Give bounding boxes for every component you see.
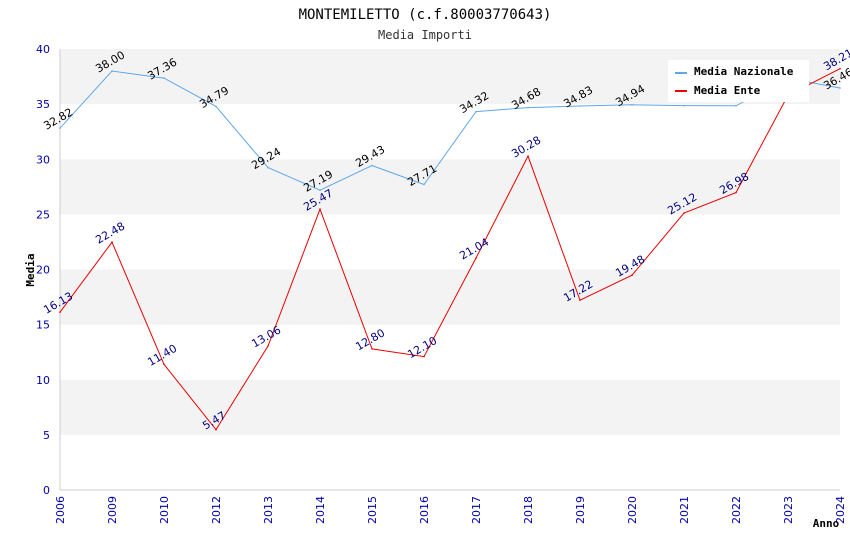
data-point: [839, 67, 841, 70]
data-point: [111, 70, 113, 72]
data-point: [735, 191, 737, 194]
x-tick-label: 2023: [782, 496, 795, 524]
data-point: [527, 106, 529, 109]
x-tick-label: 2018: [522, 496, 535, 524]
data-point: [423, 355, 425, 358]
data-point: [267, 166, 269, 169]
data-point: [683, 104, 685, 107]
y-tick-label: 10: [36, 374, 50, 387]
data-point: [475, 257, 477, 259]
data-point: [683, 212, 685, 214]
y-axis-ticks: 0 5 10 15 20 25 30 35 40: [36, 43, 50, 497]
chart-title: MONTEMILETTO (c.f.80003770643): [299, 7, 552, 23]
legend-label-ente: Media Ente: [694, 84, 761, 97]
data-point: [163, 363, 165, 366]
data-point: [735, 104, 737, 107]
series-lines: [59, 67, 841, 431]
data-point: [59, 311, 61, 313]
legend: Media Nazionale Media Ente: [668, 60, 809, 102]
data-point: [319, 208, 321, 210]
x-tick-label: 2013: [262, 496, 275, 524]
y-tick-label: 25: [36, 208, 50, 221]
x-tick-label: 2019: [574, 496, 587, 524]
x-tick-label: 2024: [834, 496, 847, 524]
data-point: [59, 127, 61, 129]
y-tick-label: 40: [36, 43, 50, 56]
data-point: [371, 164, 373, 167]
data-point: [215, 105, 217, 108]
x-axis-ticks: 2006 2009 2010 2012 2013 2014 2015 2016 2017 2018…: [54, 496, 847, 524]
x-tick-label: 2009: [106, 496, 119, 524]
grid-band: [60, 159, 840, 215]
data-point: [839, 87, 841, 89]
grid-band: [60, 104, 840, 160]
series-line-1: [59, 68, 841, 431]
y-tick-label: 20: [36, 264, 50, 277]
grid-bands: [60, 49, 840, 490]
data-point: [423, 183, 425, 186]
y-tick-label: 15: [36, 319, 50, 332]
data-point: [631, 274, 633, 277]
data-point: [215, 428, 217, 431]
grid-band: [60, 269, 840, 325]
x-axis-label: Anno: [813, 517, 840, 530]
data-point: [475, 110, 477, 113]
data-point: [111, 241, 113, 243]
y-axis-label: Media: [24, 253, 37, 286]
data-point: [579, 105, 581, 107]
x-tick-label: 2012: [210, 496, 223, 524]
x-tick-label: 2010: [158, 496, 171, 524]
chart-subtitle: Media Importi: [378, 28, 472, 42]
grid-band: [60, 434, 840, 490]
data-point: [527, 155, 529, 157]
data-point: [631, 103, 633, 106]
x-tick-label: 2016: [418, 496, 431, 524]
x-tick-label: 2014: [314, 496, 327, 524]
y-tick-label: 5: [43, 429, 50, 442]
legend-box: [668, 60, 809, 102]
data-point: [371, 348, 373, 350]
x-tick-label: 2022: [730, 496, 743, 524]
x-tick-label: 2021: [678, 496, 691, 524]
grid-band: [60, 214, 840, 270]
grid-band: [60, 324, 840, 380]
series-line-0: [59, 70, 841, 191]
grid-band: [60, 379, 840, 435]
x-tick-label: 2015: [366, 496, 379, 524]
data-point: [579, 299, 581, 301]
data-point: [319, 189, 321, 192]
x-tick-label: 2020: [626, 496, 639, 524]
y-tick-label: 0: [43, 484, 50, 497]
y-tick-label: 35: [36, 98, 50, 111]
legend-label-nazionale: Media Nazionale: [694, 65, 794, 78]
data-point: [163, 77, 165, 79]
data-point: [267, 345, 269, 347]
y-tick-label: 30: [36, 153, 50, 166]
x-tick-label: 2017: [470, 496, 483, 524]
x-tick-label: 2006: [54, 496, 67, 524]
